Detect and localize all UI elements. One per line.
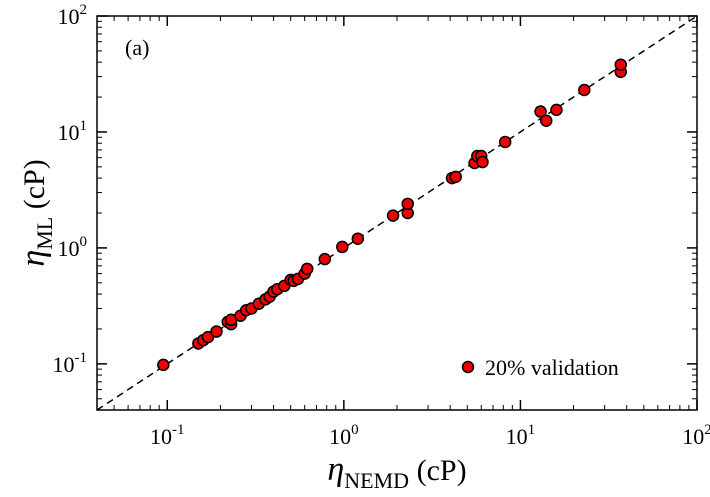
data-point [550,103,563,117]
legend-label: 20% validation [485,355,619,380]
tick-exponent: -1 [75,350,88,366]
tick-base: 10 [329,424,351,449]
data-point [476,155,489,169]
tick-base: 10 [58,236,80,261]
data-point [401,197,414,211]
label-unit: (cP) [409,454,466,487]
data-point [449,170,462,184]
ylabel-axis-label: ηML (cP) [15,159,57,266]
x-tick-label: 100 [329,422,359,449]
tick-exponent: 0 [80,234,88,250]
label-unit: (cP) [18,159,51,216]
tick-base: 10 [58,4,80,29]
x-tick-label: 102 [682,422,710,449]
data-point [539,114,553,127]
label-symbol: η [15,250,52,267]
data-point [318,252,332,266]
tick-exponent: 2 [80,2,88,18]
y-tick-label: 102 [58,2,88,29]
y-tick-label: 101 [58,118,88,145]
data-point [210,325,223,338]
tick-exponent: 1 [528,422,536,438]
tick-exponent: 2 [704,422,710,438]
tick-exponent: 1 [80,118,88,134]
xlabel-axis-label: ηNEMD (cP) [327,451,466,493]
y-tick-label: 10-1 [53,350,88,377]
tick-base: 10 [506,424,528,449]
annotation: (a) [125,35,149,60]
data-point [201,330,215,344]
label-subscript: NEMD [344,468,409,493]
tick-base: 10 [58,120,80,145]
tick-exponent: 0 [351,422,359,438]
tick-base: 10 [682,424,704,449]
data-point [498,135,512,149]
data-point [157,358,170,372]
data-point [534,105,547,118]
label-subscript: ML [32,217,57,250]
data-point [351,232,365,245]
tick-exponent: -1 [172,422,185,438]
x-tick-label: 101 [506,422,536,449]
data-point [336,240,349,254]
y-tick-label: 100 [58,234,88,261]
data-point [614,58,628,71]
x-tick-label: 10-1 [150,422,185,449]
data-point [578,83,591,97]
data-point [386,209,400,222]
legend-marker [461,360,475,374]
tick-base: 10 [150,424,172,449]
data-point [300,262,314,276]
label-symbol: η [327,451,344,488]
tick-base: 10 [53,352,75,377]
